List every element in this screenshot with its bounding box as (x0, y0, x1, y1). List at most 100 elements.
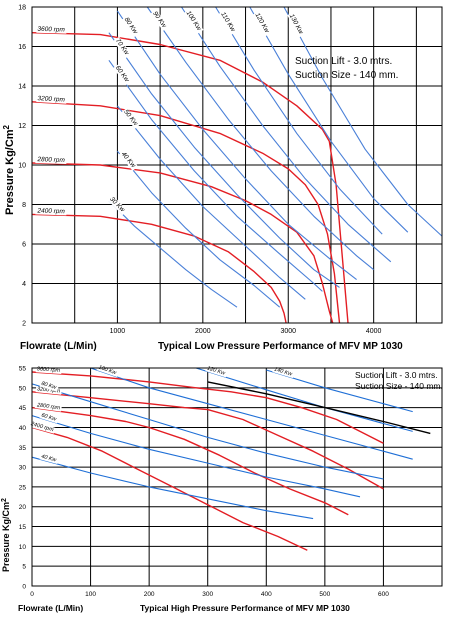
high-pressure-y-tick-0: 0 (22, 584, 26, 591)
high-pressure-x-tick-0: 0 (30, 591, 34, 598)
high-pressure-annotation-line2: Suction Size - 140 mm. (355, 381, 443, 391)
low-pressure-plot-frame (31, 6, 443, 324)
high-pressure-series-40-kw-line (31, 456, 314, 520)
low-pressure-y-tick-12: 12 (18, 123, 26, 130)
low-pressure-x-tick-1000: 1000 (110, 328, 126, 335)
high-pressure-series-3200-rpm-label: 3200 rpm (37, 386, 61, 394)
low-pressure-series-30-kw-label-bg (107, 195, 128, 216)
low-pressure-series-60-kw-label-bg (113, 63, 132, 86)
high-pressure-x-tick-600: 600 (378, 591, 389, 598)
low-pressure-series-3200-rpm-label-bg (36, 95, 67, 104)
low-pressure-series-50-kw-label-bg (121, 107, 141, 129)
low-pressure-y-tick-10: 10 (18, 163, 26, 170)
low-pressure-series-90-kw-label-bg (150, 9, 169, 31)
low-pressure-y-axis-label: Pressure Kg/Cm2 (2, 124, 16, 215)
high-pressure-series-3200-rpm-line (31, 391, 384, 490)
low-pressure-series-40-kw-line (116, 150, 281, 308)
low-pressure-series-70-kw-line (108, 32, 340, 288)
high-pressure-tick-labels: 0 100 200 300 400 500 600 0 5 10 15 20 25 30 35 40 45 50 5… (19, 366, 389, 599)
low-pressure-series-60-kw-line (108, 59, 323, 292)
high-pressure-series-2800-rpm-label: 2800 rpm (36, 402, 61, 411)
low-pressure-series-40-kw-label-bg (119, 149, 139, 171)
low-pressure-series-3200-rpm-line (31, 101, 341, 324)
low-pressure-series-100-kw-line (181, 6, 392, 263)
low-pressure-series (31, 6, 443, 324)
low-pressure-series-70-kw-label-bg (113, 36, 132, 59)
low-pressure-series-80-kw-label-bg (122, 15, 140, 38)
high-pressure-x-tick-400: 400 (261, 591, 272, 598)
low-pressure-x-axis-label: Flowrate (L/Min) (20, 341, 97, 352)
high-pressure-series-limit-line (207, 381, 431, 435)
low-pressure-annotation-line2: Suction Size - 140 mm. (295, 70, 398, 81)
high-pressure-y-axis-label-text: Pressure Kg/Cm (1, 502, 11, 572)
low-pressure-series-130-kw-label-bg (287, 12, 306, 38)
low-pressure-series-2400-rpm-label: 2400 rpm (36, 207, 65, 215)
high-pressure-series-2800-rpm-label-bg (34, 402, 62, 412)
high-pressure-y-tick-5: 5 (22, 564, 26, 571)
high-pressure-y-axis-label: Pressure Kg/Cm2 (1, 498, 11, 572)
low-pressure-series-130-kw-line (283, 6, 443, 237)
high-pressure-series-120-kw-label: 120 Kw (206, 366, 226, 377)
low-pressure-series-3600-rpm-label-bg (36, 25, 67, 34)
high-pressure-series-2400-rpm-line (31, 426, 308, 551)
high-pressure-series-3600-rpm-line (31, 371, 384, 444)
high-pressure-y-tick-45: 45 (19, 405, 27, 412)
high-pressure-series (31, 367, 431, 551)
high-pressure-grid (32, 368, 442, 586)
low-pressure-y-tick-8: 8 (22, 202, 26, 209)
high-pressure-series-100-kw-label: 100 Kw (98, 365, 118, 377)
high-pressure-series-40-kw-label-bg (39, 453, 59, 465)
high-pressure-series-140-kw-label: 140 Kw (273, 367, 293, 378)
low-pressure-series-2800-rpm-label: 2800 rpm (36, 156, 65, 164)
high-pressure-y-axis-label-sup: 2 (1, 498, 8, 502)
high-pressure-y-tick-35: 35 (19, 445, 27, 452)
low-pressure-series-120-kw-line (249, 6, 409, 233)
high-pressure-x-tick-200: 200 (144, 591, 155, 598)
high-pressure-y-tick-55: 55 (19, 366, 27, 373)
high-pressure-annotation-line1: Suction Lift - 3.0 mtrs. (355, 370, 438, 380)
low-pressure-y-axis-label-text: Pressure Kg/Cm (4, 129, 16, 215)
low-pressure-series-80-kw-line (116, 10, 357, 281)
high-pressure-y-tick-20: 20 (19, 504, 27, 511)
high-pressure-x-axis-label: Flowrate (L/Min) (18, 603, 83, 613)
high-pressure-series-140-kw-line (266, 369, 413, 413)
low-pressure-series-30-kw-line (108, 200, 238, 308)
high-pressure-y-tick-40: 40 (19, 425, 27, 432)
low-pressure-x-tick-4000: 4000 (366, 328, 382, 335)
high-pressure-chart-title: Typical High Pressure Performance of MFV… (140, 603, 350, 613)
low-pressure-y-tick-14: 14 (18, 84, 26, 91)
low-pressure-y-tick-2: 2 (22, 321, 26, 328)
high-pressure-series-60-kw-label: 60 Kw (41, 413, 58, 423)
low-pressure-series-120-kw-label-bg (252, 11, 272, 37)
high-pressure-plot-area (32, 368, 442, 586)
low-pressure-y-tick-6: 6 (22, 242, 26, 249)
low-pressure-y-tick-4: 4 (22, 281, 26, 288)
high-pressure-series-80-kw-label-bg (39, 380, 59, 392)
high-pressure-plot-frame (31, 367, 443, 587)
low-pressure-series-110-kw-label-bg (218, 10, 238, 35)
high-pressure-series-3600-rpm-label: 3600 rpm (37, 366, 61, 374)
low-pressure-tick-labels: 1000 2000 3000 4000 2 4 6 8 10 12 14 16 18 (18, 5, 381, 336)
high-pressure-series-60-kw-label-bg (39, 412, 59, 424)
high-pressure-y-tick-25: 25 (19, 484, 27, 491)
high-pressure-y-tick-50: 50 (19, 385, 27, 392)
high-pressure-series-80-kw-line (31, 383, 384, 480)
low-pressure-grid (32, 7, 442, 323)
high-pressure-series-140-kw-label-bg (272, 366, 295, 379)
low-pressure-series-50-kw-line (116, 105, 306, 300)
low-pressure-y-axis-label-sup: 2 (2, 124, 11, 129)
low-pressure-annotation-line1: Suction Lift - 3.0 mtrs. (295, 56, 392, 67)
low-pressure-y-tick-18: 18 (18, 5, 26, 12)
high-pressure-y-tick-10: 10 (19, 544, 27, 551)
low-pressure-series-3200-rpm-label: 3200 rpm (37, 95, 65, 104)
low-pressure-series-100-kw-label-bg (184, 8, 204, 34)
low-pressure-series-2800-rpm-line (31, 162, 334, 324)
high-pressure-series-2800-rpm-line (31, 406, 349, 516)
low-pressure-chart-title: Typical Low Pressure Performance of MFV … (158, 341, 403, 352)
high-pressure-series-40-kw-label: 40 Kw (40, 454, 57, 464)
high-pressure-series-80-kw-label: 80 Kw (41, 381, 58, 391)
low-pressure-y-tick-16: 16 (18, 44, 26, 51)
low-pressure-x-tick-2000: 2000 (195, 328, 211, 335)
